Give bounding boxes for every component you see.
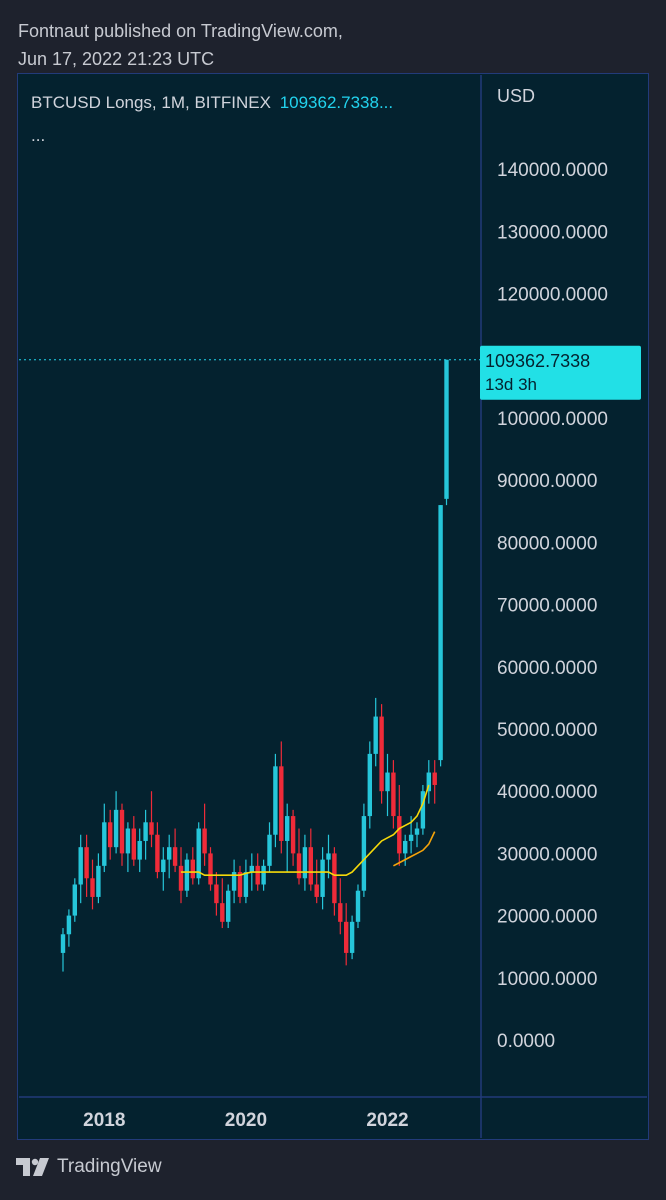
legend-value: 109362.7338... — [279, 93, 394, 112]
tradingview-logo-icon — [16, 1158, 49, 1176]
footer-brand: TradingView — [16, 1156, 162, 1178]
chart-legend[interactable]: BTCUSD Longs, 1M, BITFINEX 109362.7338..… — [31, 93, 393, 113]
publisher-line: Fontnaut published on TradingView.com, — [18, 21, 343, 41]
currency-label[interactable]: USD — [497, 86, 536, 106]
chart-frame[interactable] — [17, 73, 649, 1140]
legend-more[interactable]: ... — [31, 126, 46, 145]
symbol-title: BTCUSD Longs, 1M, BITFINEX — [31, 93, 271, 112]
footer-brand-label: TradingView — [57, 1156, 162, 1177]
publish-date: Jun 17, 2022 21:23 UTC — [18, 49, 215, 69]
